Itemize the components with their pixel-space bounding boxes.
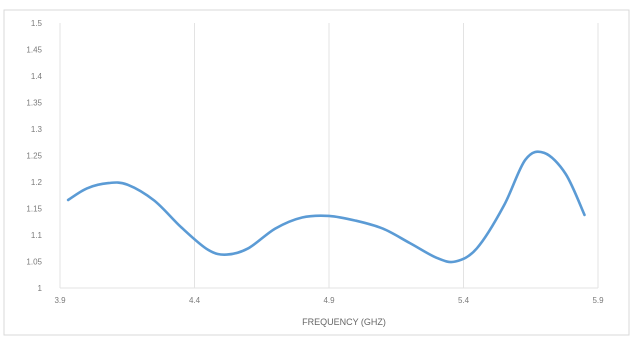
y-tick-label: 1 (38, 284, 43, 293)
y-tick-label: 1.05 (26, 258, 42, 267)
y-tick-label: 1.1 (31, 231, 43, 240)
y-tick-label: 1.45 (26, 46, 42, 55)
y-tick-label: 1.4 (31, 72, 43, 81)
y-axis-ticks: 1 1.05 1.1 1.15 1.2 1.25 1.3 1.35 1.4 1.45 1.5 (26, 19, 42, 293)
y-tick-label: 1.35 (26, 99, 42, 108)
x-axis-title: FREQUENCY (GHZ) (302, 317, 386, 327)
y-tick-label: 1.2 (31, 178, 43, 187)
x-tick-label: 4.4 (189, 296, 201, 305)
chart-frame (3, 9, 630, 336)
y-tick-label: 1.25 (26, 152, 42, 161)
gridlines (59, 23, 599, 289)
x-axis-ticks: 3.9 4.4 4.9 5.4 5.9 (54, 296, 604, 305)
y-tick-label: 1.15 (26, 205, 42, 214)
x-tick-label: 4.9 (323, 296, 335, 305)
y-tick-label: 1.5 (31, 19, 43, 28)
y-tick-label: 1.3 (31, 125, 43, 134)
x-tick-label: 3.9 (54, 296, 66, 305)
series-layer (66, 150, 586, 264)
x-tick-label: 5.4 (458, 296, 470, 305)
series-line-0 (66, 150, 586, 264)
x-tick-label: 5.9 (592, 296, 604, 305)
